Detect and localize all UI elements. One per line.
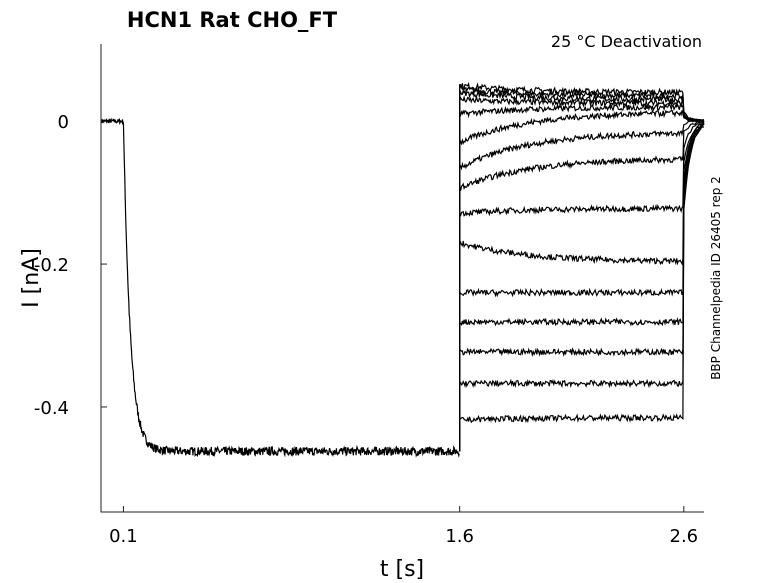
chart-title: HCN1 Rat CHO_FT [127,8,338,32]
x-tick-label: 1.6 [445,526,474,547]
tail-trace-8 [459,121,705,452]
y-tick-label: 0 [58,112,69,133]
tail-trace-6 [459,120,705,452]
side-label: BBP Channelpedia ID 26405 rep 2 [709,176,723,380]
axes-lines [100,44,704,513]
y-tick-label: -0.4 [34,398,69,419]
tail-trace-10 [459,123,705,452]
x-tick-label: 0.1 [109,526,138,547]
x-tick-label: 2.6 [670,526,699,547]
tail-trace-5 [459,109,705,452]
tail-trace-14 [459,126,705,452]
tail-trace-4 [459,103,705,452]
tail-trace-3 [459,94,705,452]
y-tick-label: -0.2 [34,255,69,276]
activation-trace [100,117,460,458]
chart-subtitle: 25 °C Deactivation [551,32,702,51]
tail-trace-9 [459,122,705,452]
x-axis-label: t [s] [380,557,424,582]
tail-trace-7 [459,120,705,452]
tail-trace-1 [459,85,705,452]
tail-trace-12 [459,123,705,452]
y-axis-label: I [nA] [19,248,44,308]
tail-trace-2 [459,88,705,452]
tail-trace-13 [459,123,705,452]
tail-trace-11 [459,122,705,452]
